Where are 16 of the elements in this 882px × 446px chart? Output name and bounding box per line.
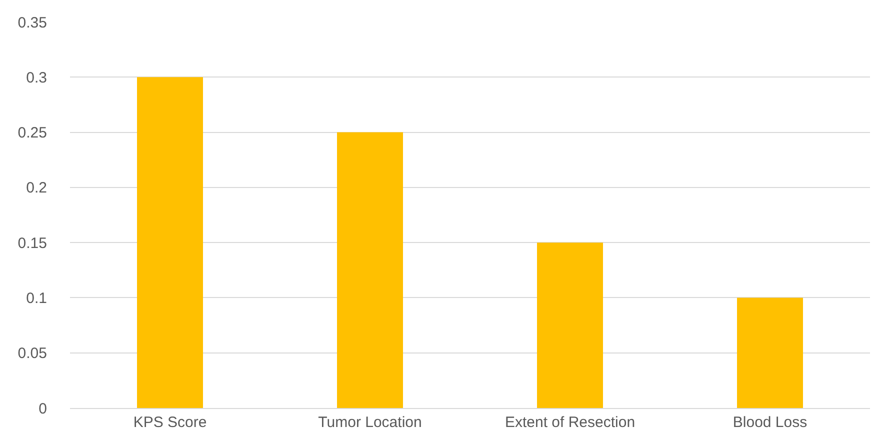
y-tick-label: 0.1 <box>26 290 47 307</box>
x-tick-label: Blood Loss <box>732 414 808 431</box>
y-tick-label: 0.15 <box>18 234 47 252</box>
x-tick-label: Tumor Location <box>318 414 422 431</box>
bar <box>537 242 603 408</box>
y-tick-label: 0.3 <box>26 69 47 86</box>
bar <box>737 298 803 408</box>
y-tick-label: 0.2 <box>26 180 47 197</box>
y-tick-label: 0 <box>38 400 47 418</box>
y-tick-label: 0.25 <box>18 124 47 142</box>
bar <box>337 132 403 408</box>
y-tick-label: 0.05 <box>18 345 47 362</box>
x-tick-label: Extent of Resection <box>504 414 636 431</box>
y-tick-label: 0.35 <box>18 14 47 32</box>
bar <box>137 77 203 408</box>
x-tick-label: KPS Score <box>133 414 207 431</box>
